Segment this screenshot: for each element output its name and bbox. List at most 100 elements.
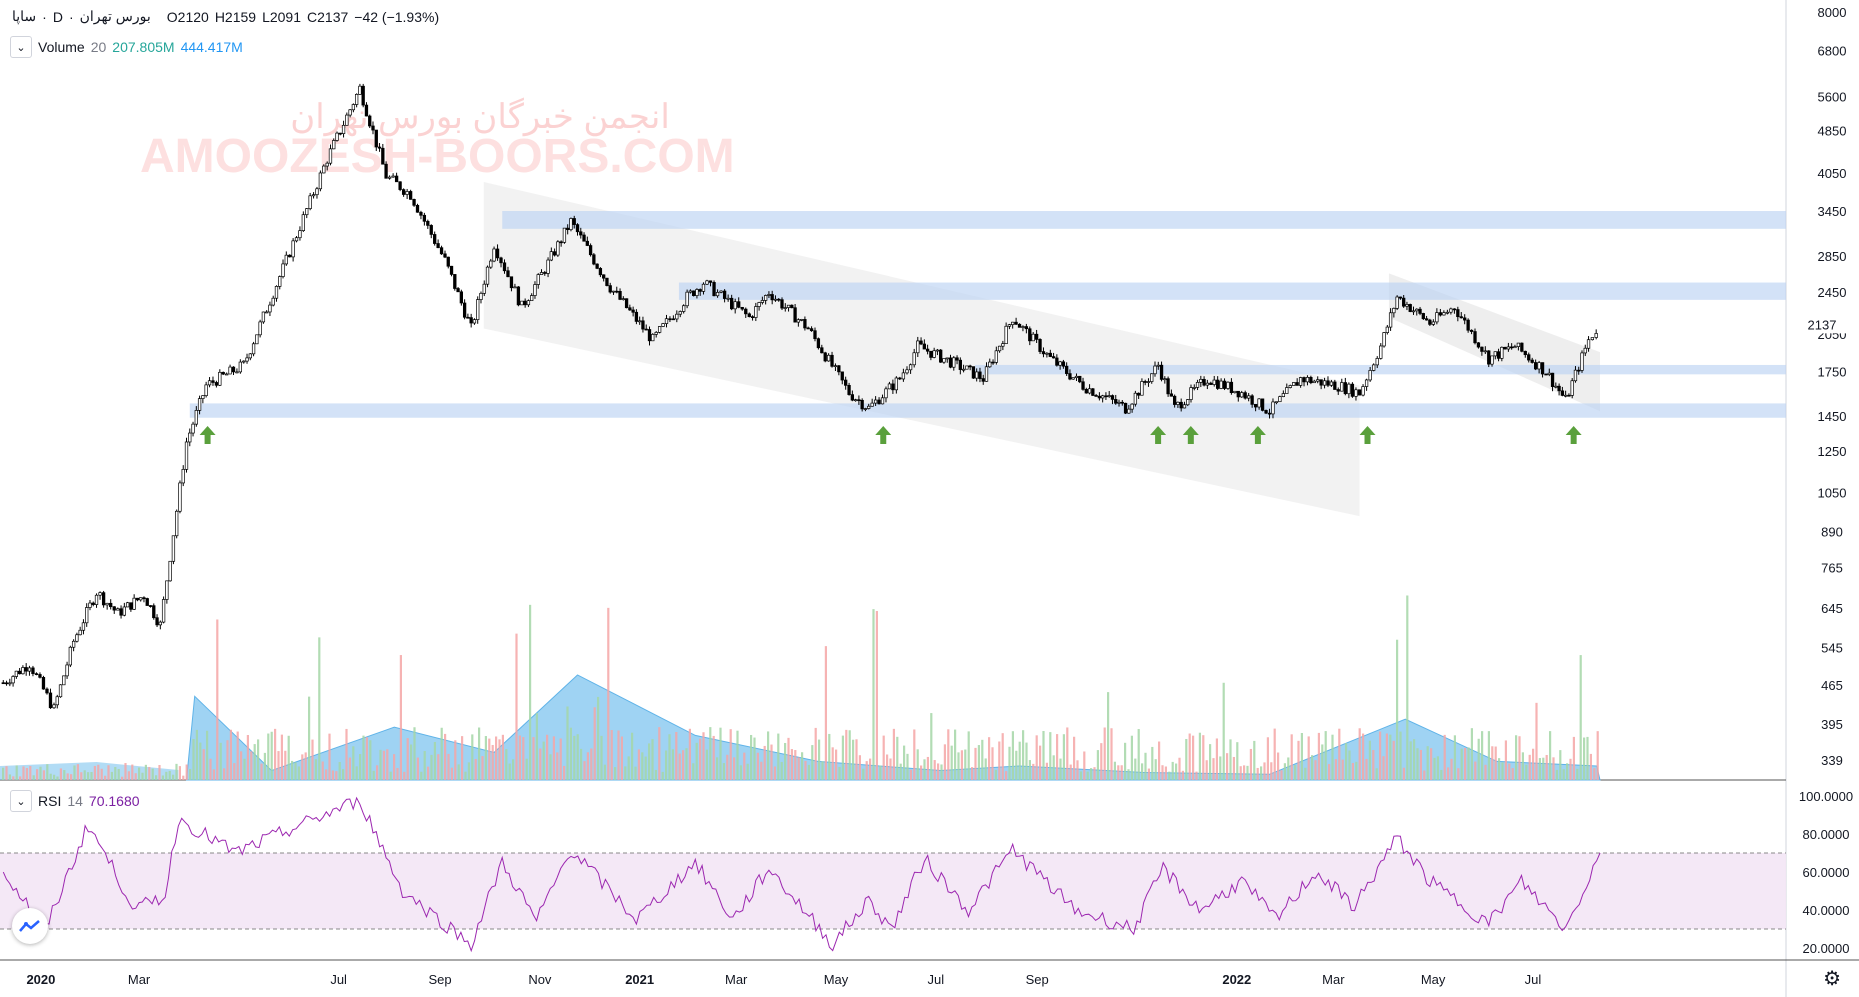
price-candle [1534, 362, 1538, 370]
price-candle [109, 602, 113, 608]
price-candle [101, 592, 106, 606]
volume-bar [542, 741, 545, 780]
price-candle [1329, 381, 1334, 386]
price-candle [68, 646, 72, 666]
volume-bar [852, 739, 855, 780]
volume-bar [1596, 731, 1599, 780]
price-candle [221, 371, 225, 375]
price-candle [1011, 321, 1015, 326]
price-candle [1456, 309, 1460, 318]
price-candle [132, 597, 136, 610]
price-candle [1233, 390, 1237, 394]
price-candle [816, 338, 821, 349]
volume-bar [1076, 760, 1079, 780]
gear-icon[interactable]: ⚙ [1823, 968, 1841, 990]
price-candle [1195, 382, 1200, 388]
volume-bar [668, 734, 671, 780]
volume-bar [1518, 736, 1521, 780]
volume-bar [1477, 738, 1480, 780]
price-candle [1438, 312, 1443, 316]
price-candle [1024, 326, 1029, 330]
price-candle [932, 350, 936, 358]
price-candle [1216, 379, 1220, 389]
volume-bar [158, 765, 161, 780]
volume-bar [1090, 768, 1093, 780]
price-candle [773, 298, 778, 301]
price-candle [1350, 383, 1355, 397]
volume-bar [1212, 758, 1215, 780]
volume-bar [1317, 732, 1320, 780]
price-candle [1496, 351, 1501, 359]
price-candle [1480, 346, 1484, 352]
volume-bar [886, 754, 889, 780]
volume-bar [73, 765, 76, 780]
time-tick-label: Mar [1322, 972, 1345, 987]
volume-bar [284, 750, 287, 780]
price-candle [258, 321, 262, 336]
volume-bar [692, 763, 695, 780]
price-candle [1503, 346, 1507, 350]
volume-bar [682, 750, 685, 780]
price-candle [122, 606, 126, 616]
price-candle [908, 364, 913, 371]
chevron-down-icon[interactable]: ⌄ [10, 790, 32, 812]
price-candle [41, 677, 46, 690]
volume-bar [1294, 765, 1297, 780]
price-candle [744, 308, 748, 315]
price-candle [543, 272, 547, 274]
interval-label[interactable]: D [52, 8, 63, 25]
volume-bar [1508, 763, 1511, 780]
price-candle [98, 592, 102, 596]
volume-bar [1086, 771, 1089, 780]
volume-bar [42, 770, 45, 780]
chevron-down-icon[interactable]: ⌄ [10, 36, 32, 58]
price-candle [712, 282, 716, 297]
price-candle [439, 247, 444, 255]
volume-bar [87, 772, 90, 780]
volume-bar [811, 745, 814, 780]
price-candle [1007, 324, 1012, 327]
volume-bar [1147, 768, 1150, 780]
price-candle [823, 352, 827, 362]
volume-bar [1338, 728, 1341, 780]
price-candle [398, 181, 402, 190]
volume-bar [654, 769, 657, 780]
time-tick-label: Jul [330, 972, 347, 987]
volume-bar [1266, 737, 1269, 780]
volume-bar [80, 772, 83, 780]
price-candle [894, 377, 898, 391]
volume-bar [726, 754, 729, 780]
price-candle [523, 300, 527, 306]
volume-bar [12, 776, 15, 780]
volume-bar [1382, 756, 1385, 780]
volume-bar [797, 757, 800, 780]
price-candle [443, 253, 447, 258]
price-candle [991, 361, 995, 364]
rsi-tick-label: 100.0000 [1799, 789, 1853, 804]
price-candle [1411, 310, 1416, 313]
price-candle [462, 302, 467, 318]
price-candle [499, 257, 503, 264]
tradingview-logo-icon[interactable] [12, 908, 48, 944]
price-candle [833, 365, 838, 368]
time-tick-label: Mar [725, 972, 748, 987]
price-candle [722, 290, 727, 299]
price-candle [242, 360, 246, 363]
price-candle [1156, 364, 1160, 367]
price-candle [405, 191, 409, 195]
volume-bar [736, 730, 739, 780]
price-candle [24, 667, 28, 672]
volume-bar [1324, 731, 1327, 780]
volume-bar [22, 766, 25, 780]
volume-bar [450, 767, 453, 780]
price-candle [618, 291, 622, 300]
price-zone [975, 364, 1786, 375]
volume-bar [498, 739, 501, 780]
price-candle [322, 165, 326, 174]
volume-bar [76, 764, 79, 780]
volume-bar [920, 765, 923, 780]
volume-bar [471, 734, 474, 780]
volume-value: 207.805M [112, 39, 175, 55]
volume-bar [1576, 768, 1579, 780]
